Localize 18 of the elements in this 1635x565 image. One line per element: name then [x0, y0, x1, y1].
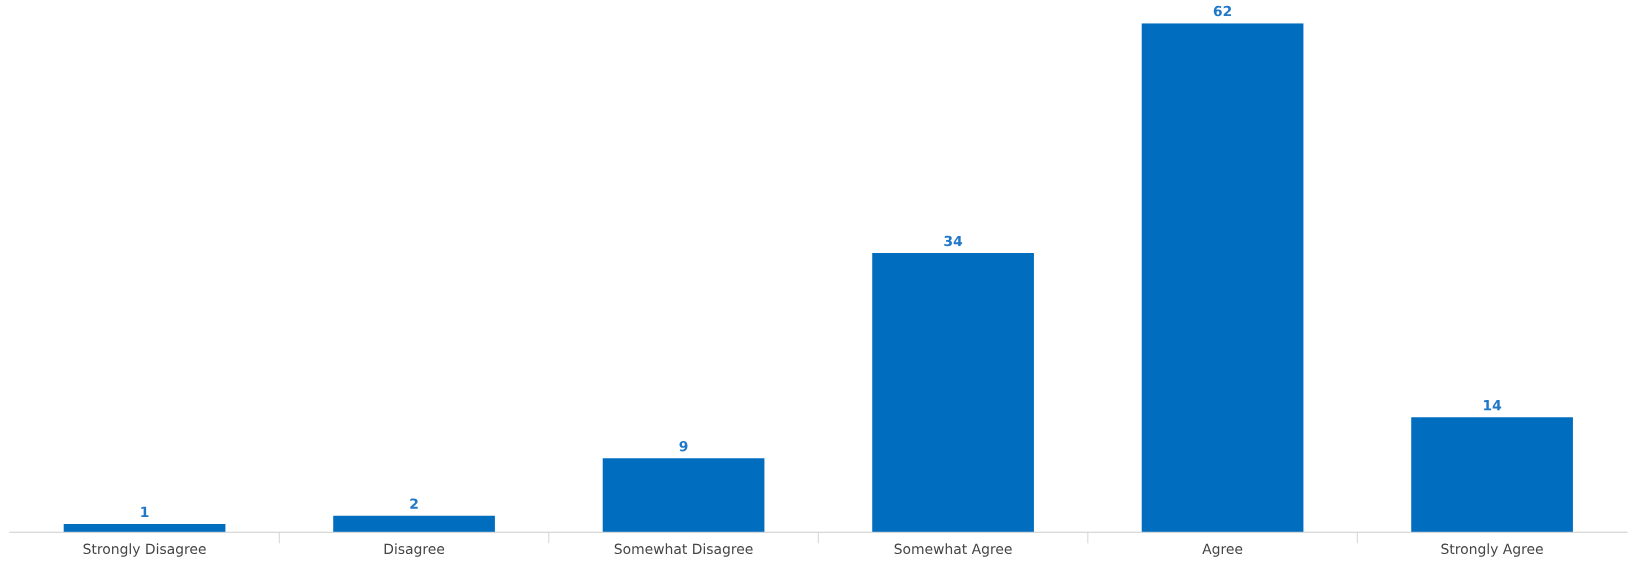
- bar: [1141, 23, 1304, 533]
- bar: [872, 253, 1034, 533]
- bar: [63, 524, 226, 533]
- x-tick-label: Strongly Disagree: [83, 543, 206, 557]
- data-label: 34: [944, 235, 963, 247]
- bar: [333, 515, 495, 533]
- x-tick-label: Somewhat Agree: [894, 543, 1012, 557]
- x-tick-label: Strongly Agree: [1441, 543, 1543, 557]
- data-label: 14: [1483, 400, 1502, 411]
- data-label: 1: [141, 506, 149, 517]
- data-label: 2: [410, 498, 418, 509]
- data-label: 62: [1213, 5, 1232, 17]
- data-label: 9: [679, 440, 688, 452]
- x-tick-label: Disagree: [384, 543, 445, 557]
- x-tick-label: Somewhat Disagree: [614, 543, 753, 557]
- bar: [1411, 417, 1573, 533]
- x-tick-label: Agree: [1202, 543, 1243, 557]
- bar: [602, 458, 765, 533]
